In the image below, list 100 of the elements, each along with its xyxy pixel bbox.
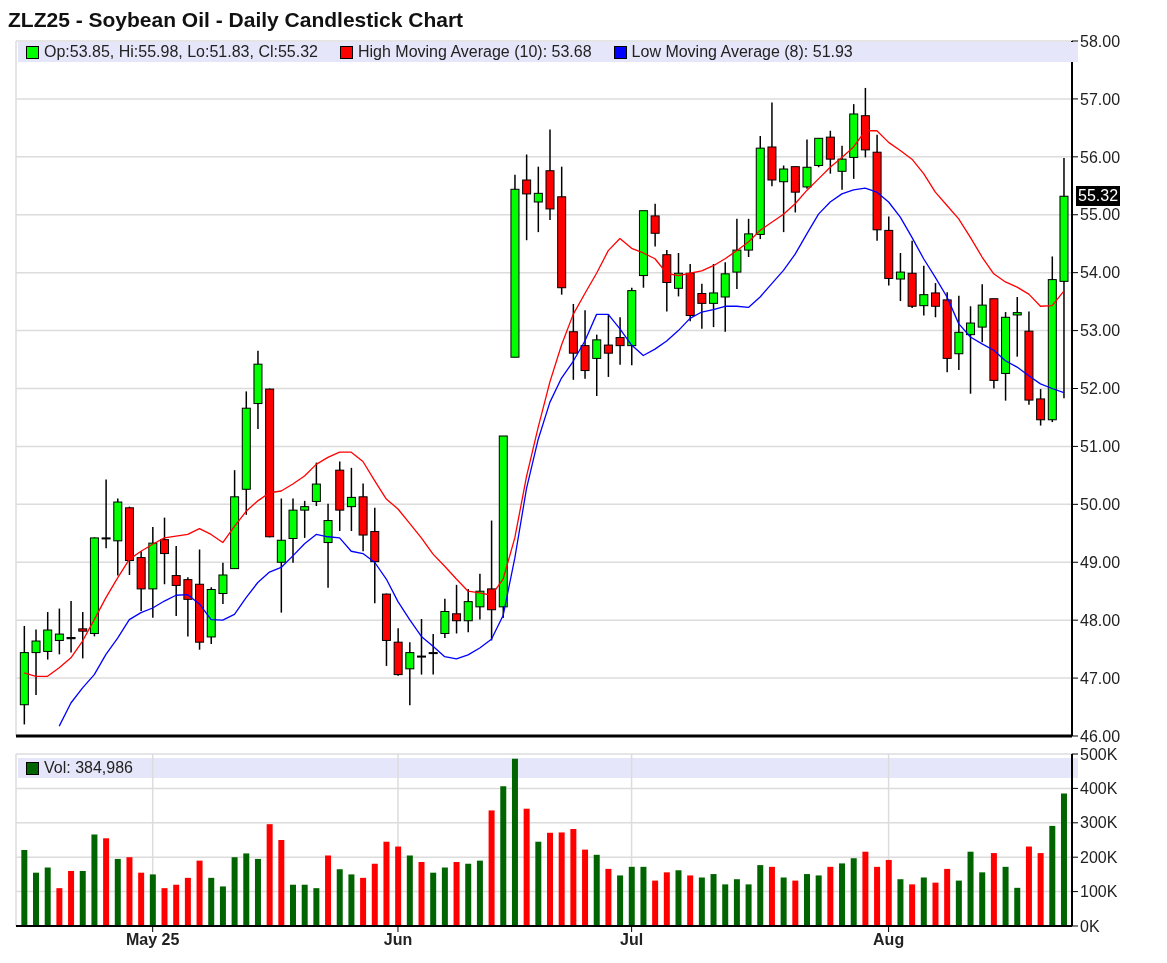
bar [476, 860, 483, 926]
line-series [58, 187, 1065, 727]
bar [138, 872, 145, 926]
candlestick [54, 607, 64, 656]
bar [383, 841, 390, 926]
candlestick [417, 618, 426, 676]
y-tick-label: 200K [1080, 848, 1118, 866]
candlestick [744, 218, 754, 258]
bar [745, 884, 752, 926]
candlestick [160, 516, 170, 586]
candlestick [533, 165, 543, 233]
bar [535, 841, 542, 926]
y-tick-label: 400K [1080, 780, 1118, 798]
bar [698, 877, 705, 926]
bar [1025, 846, 1032, 926]
candlestick [837, 145, 847, 191]
y-tick-label: 51.00 [1080, 438, 1121, 456]
bar [523, 808, 530, 926]
bar [582, 849, 589, 926]
candlestick [895, 252, 905, 302]
y-tick-label: 50.00 [1080, 496, 1121, 514]
candlestick [405, 641, 415, 707]
candlestick [43, 611, 53, 661]
bar [348, 874, 355, 926]
candlestick [452, 584, 462, 635]
bar [780, 877, 787, 926]
y-tick-label: 100K [1080, 883, 1118, 901]
bar [640, 866, 647, 926]
candlestick [101, 478, 111, 550]
legend-label: Op:53.85, Hi:55.98, Lo:51.83, Cl:55.32 [44, 43, 318, 61]
text: 55.32 [1076, 186, 1121, 207]
candlestick [346, 467, 356, 532]
bar [208, 877, 215, 926]
candlestick [522, 153, 532, 241]
legend-label: Low Moving Average (8): 51.93 [631, 43, 853, 61]
candlestick [592, 333, 602, 397]
bar [336, 869, 343, 926]
candlestick [568, 303, 578, 381]
bar [441, 867, 448, 926]
x-tick-label: Aug [873, 931, 905, 949]
bar [850, 858, 857, 926]
candlestick [709, 263, 719, 328]
bar [862, 851, 869, 926]
bar [558, 832, 565, 926]
candlestick [919, 264, 929, 317]
bar [990, 853, 997, 926]
bar [1014, 887, 1021, 926]
bar [955, 880, 962, 926]
bar [815, 875, 822, 926]
bar [710, 874, 717, 926]
bar [278, 840, 285, 926]
candlestick [183, 576, 193, 638]
y-tick-label: 0K [1080, 917, 1100, 935]
candlestick [779, 164, 789, 233]
bar [839, 863, 846, 926]
bar [500, 786, 507, 926]
y-tick-label: 49.00 [1080, 553, 1121, 571]
x-tick-label: Jul [620, 931, 644, 949]
bar [628, 866, 635, 926]
candlestick [1036, 388, 1046, 427]
candlestick [954, 295, 964, 371]
bar [418, 862, 425, 926]
bar [488, 810, 495, 926]
bar [617, 875, 624, 926]
candlestick [930, 282, 940, 319]
bar [1060, 793, 1067, 926]
y-tick-label: 58.00 [1080, 32, 1121, 50]
bar [944, 868, 951, 926]
bar [897, 879, 904, 926]
candlestick [674, 252, 683, 298]
candlestick [650, 203, 660, 248]
candlestick [977, 283, 987, 343]
bar [920, 877, 927, 926]
bar [44, 867, 51, 926]
bar [395, 846, 402, 926]
candlestick [428, 633, 438, 676]
candlestick [966, 305, 976, 395]
bar [675, 870, 682, 926]
bar [360, 877, 367, 926]
bar [406, 855, 413, 926]
bar [874, 866, 881, 926]
bar [909, 884, 916, 926]
bar [593, 854, 600, 926]
bar [792, 880, 799, 926]
bar [1049, 825, 1056, 926]
y-tick-label: 300K [1080, 814, 1118, 832]
chart-title: ZLZ25 - Soybean Oil - Daily Candlestick Chart [8, 8, 465, 32]
bar [114, 858, 121, 926]
bar [757, 865, 764, 926]
y-tick-label: 56.00 [1080, 148, 1121, 166]
candlestick [300, 500, 310, 539]
bar [687, 875, 694, 926]
candlestick [323, 503, 333, 589]
candlestick [697, 282, 707, 330]
bar [1037, 853, 1044, 926]
candlestick [615, 316, 625, 366]
candlestick [276, 497, 286, 614]
bar [465, 863, 472, 926]
candlestick [603, 313, 613, 378]
bar [161, 888, 168, 926]
